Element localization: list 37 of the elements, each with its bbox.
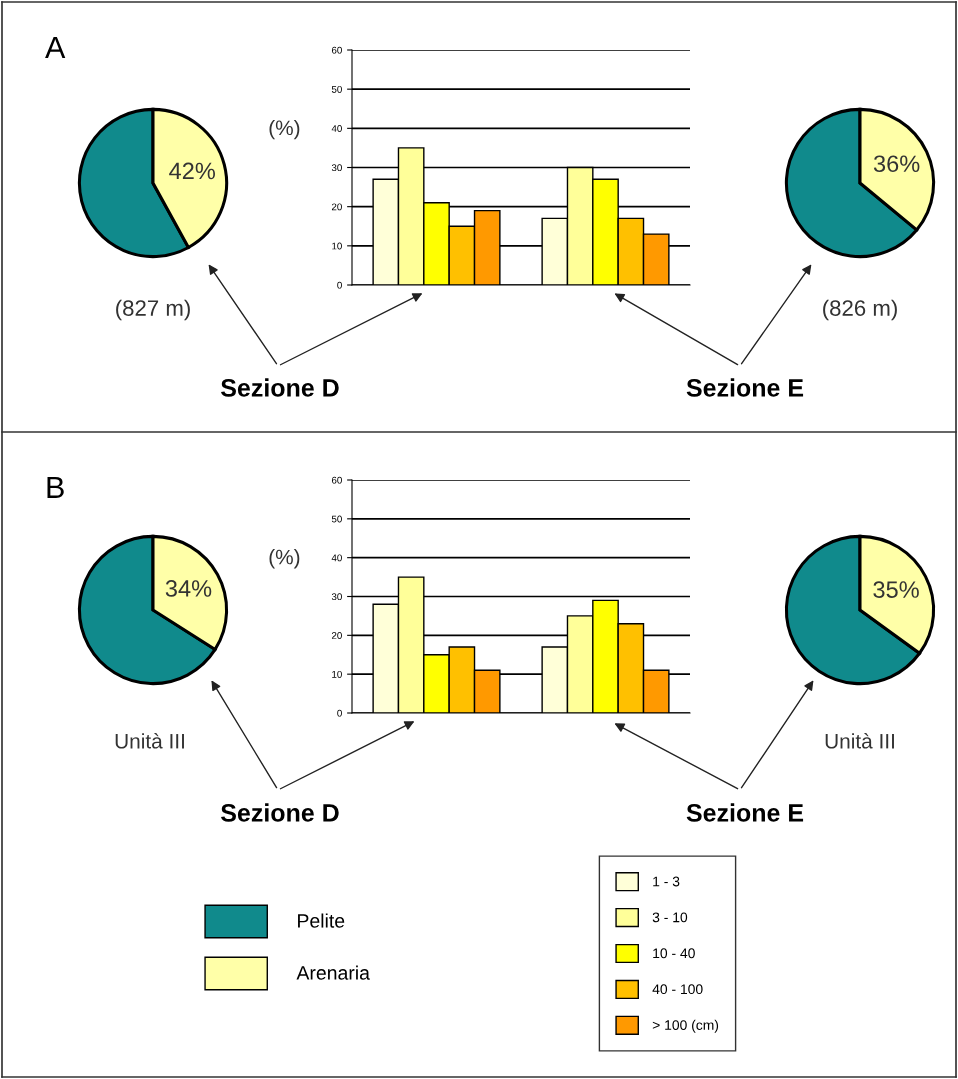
text: Sezione D	[220, 378, 339, 397]
text: Unità III	[825, 733, 894, 749]
data-label: 42%	[169, 162, 215, 180]
y-axis-title: (%)	[269, 119, 300, 140]
legend-label: 3 - 10	[652, 912, 688, 923]
text: (826 m)	[823, 299, 897, 321]
y-axis-title: (%)	[269, 549, 300, 569]
data-label: 34%	[165, 580, 212, 597]
legend-label: 1 - 3	[653, 876, 680, 887]
text: Sezione D	[220, 803, 339, 822]
legend-label: Pelite	[298, 913, 345, 928]
y-tick-label: 0	[337, 709, 342, 717]
y-tick-label: 60	[331, 476, 342, 484]
y-tick-label: 50	[331, 85, 342, 93]
data-label: 35%	[873, 581, 919, 598]
legend-label: > 100 (cm)	[652, 1019, 719, 1033]
text: Sezione E	[686, 803, 804, 822]
y-tick-label: 10	[332, 242, 342, 250]
y-tick-label: 10	[332, 670, 342, 678]
y-tick-label: 50	[331, 515, 342, 523]
legend-label: Arenaria	[296, 965, 370, 980]
text: Unità III	[115, 733, 184, 749]
legend-label: 10 - 40	[653, 948, 695, 959]
y-tick-label: 30	[331, 593, 342, 601]
y-tick-label: 20	[331, 203, 342, 211]
y-tick-label: 40	[331, 554, 342, 562]
legend-label: 40 - 100	[652, 984, 703, 995]
data-label: 36%	[873, 155, 920, 173]
text: B	[47, 476, 64, 498]
text: Sezione E	[686, 378, 804, 397]
y-tick-label: 0	[337, 281, 342, 289]
y-tick-label: 40	[331, 125, 342, 132]
y-tick-label: 30	[331, 164, 342, 172]
y-tick-label: 20	[331, 632, 342, 639]
text: (827 m)	[116, 299, 190, 321]
y-tick-label: 60	[331, 46, 342, 54]
text: A	[45, 36, 66, 58]
